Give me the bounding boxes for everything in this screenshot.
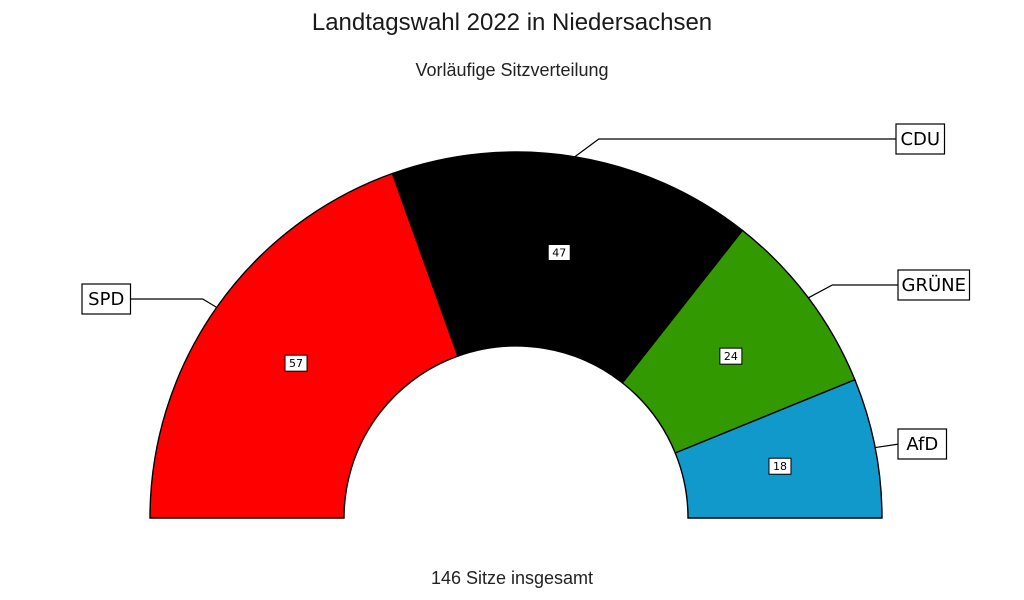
- value-label-gruene: 24: [724, 350, 738, 363]
- legend-label-gruene: GRÜNE: [902, 274, 966, 296]
- chart-title: Landtagswahl 2022 in Niedersachsen: [311, 9, 713, 36]
- legend-label-spd: SPD: [88, 289, 124, 310]
- legend-box-gruene: [897, 269, 971, 301]
- legend-box-cdu: [895, 123, 946, 155]
- slice-cdu: [391, 151, 744, 384]
- chart-subtitle: Vorläufige Sitzverteilung: [415, 60, 609, 80]
- value-box-gruene: [719, 347, 743, 365]
- leader-line-afd: [875, 443, 900, 449]
- chart-caption: 146 Sitze insgesamt: [430, 568, 594, 588]
- leader-line-cdu: [574, 138, 896, 158]
- legend-label-cdu: CDU: [900, 129, 940, 150]
- value-label-afd: 18: [773, 460, 787, 473]
- value-label-spd: 57: [289, 357, 303, 370]
- value-box-cdu: [547, 243, 571, 261]
- leader-line-gruene: [808, 284, 898, 299]
- leader-line-spd: [130, 298, 218, 308]
- slice-afd: [674, 378, 883, 519]
- value-label-cdu: 47: [552, 246, 566, 259]
- value-box-afd: [768, 457, 792, 475]
- slice-spd: [149, 172, 459, 519]
- legend-box-afd: [897, 428, 948, 460]
- value-box-spd: [284, 354, 308, 372]
- legend-box-spd: [81, 283, 132, 315]
- legend-label-afd: AfD: [906, 434, 938, 455]
